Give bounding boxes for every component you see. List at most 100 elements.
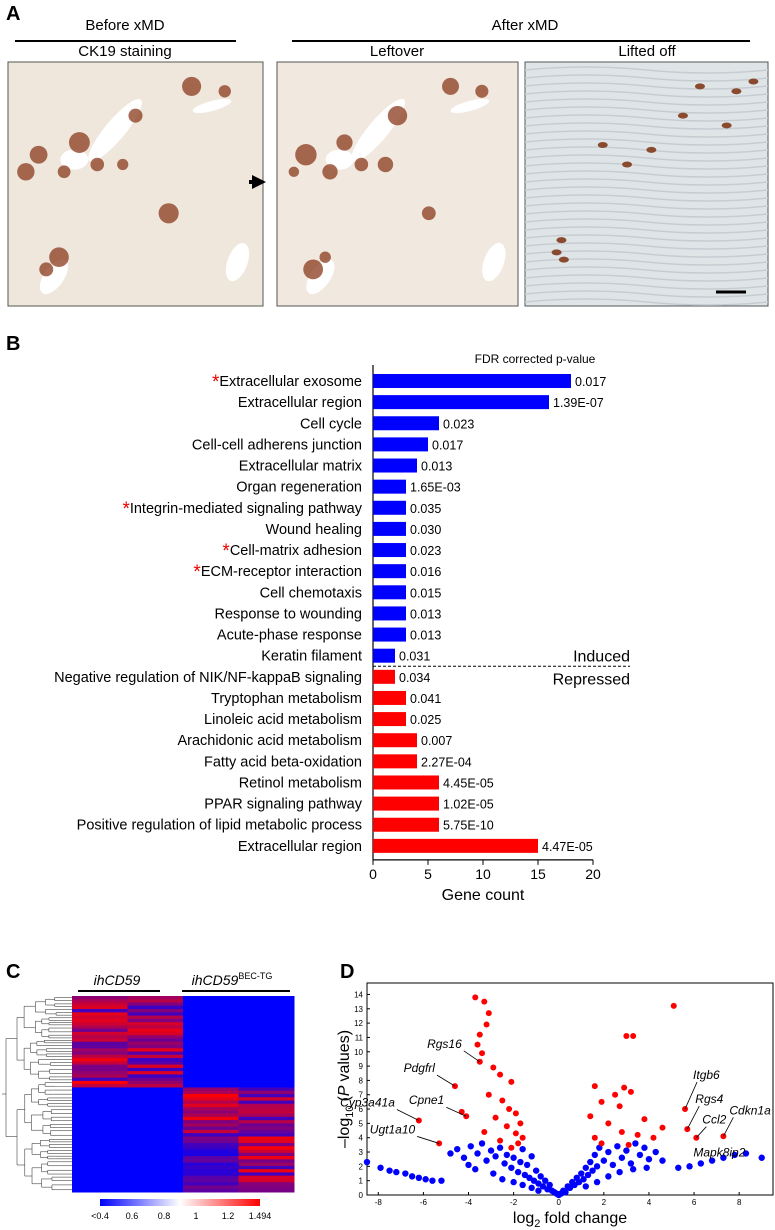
point xyxy=(496,1144,504,1151)
point xyxy=(641,1116,648,1123)
heat-cell xyxy=(238,1015,295,1020)
point xyxy=(641,1144,648,1151)
header: Before xMD xyxy=(85,17,164,34)
point xyxy=(578,1170,585,1177)
heat-cell xyxy=(72,1136,128,1141)
point xyxy=(460,1154,468,1161)
label-part: log xyxy=(513,1210,534,1227)
category-label: Extracellular region xyxy=(238,395,362,411)
point xyxy=(474,1041,481,1048)
vessel xyxy=(450,98,490,113)
heat-cell xyxy=(183,1087,239,1092)
point xyxy=(621,1084,628,1091)
x-tick-label: 0 xyxy=(556,1198,561,1207)
stain xyxy=(322,164,338,180)
category-label: Cell cycle xyxy=(300,416,362,432)
leader-line xyxy=(723,1117,734,1137)
point xyxy=(623,1033,630,1039)
heat-cell xyxy=(238,1159,295,1164)
heat-cell xyxy=(238,1094,295,1098)
texture xyxy=(524,98,769,106)
heat-cell xyxy=(238,1048,295,1053)
heat-cell xyxy=(127,1136,184,1141)
stain xyxy=(556,237,567,244)
heat-cell xyxy=(72,1071,128,1075)
category-label: Response to wounding xyxy=(214,606,362,622)
point xyxy=(514,1168,522,1176)
gene-label: Cyp3a41a xyxy=(340,1096,395,1110)
point xyxy=(593,1163,601,1170)
heat-cell xyxy=(127,1133,184,1137)
texture xyxy=(524,138,769,146)
heat-cell xyxy=(183,1080,239,1085)
point xyxy=(474,1150,481,1157)
heat-cell xyxy=(127,1028,184,1033)
bar xyxy=(373,817,439,832)
heat-cell xyxy=(238,1061,295,1066)
heat-cell xyxy=(238,1169,295,1173)
heat-cell xyxy=(238,1009,295,1013)
heat-cell xyxy=(183,1054,239,1059)
texture xyxy=(524,178,769,186)
p-value-label: 0.035 xyxy=(410,502,441,516)
point xyxy=(629,1166,637,1173)
point xyxy=(616,1168,623,1176)
heat-cell xyxy=(127,1129,184,1134)
heat-cell xyxy=(127,1005,184,1010)
heat-cell xyxy=(238,1188,295,1193)
colorbar-label: 0.8 xyxy=(158,1211,171,1221)
point xyxy=(492,1153,499,1160)
point xyxy=(591,1134,598,1141)
column-label: ihCD59BEC-TG xyxy=(192,971,273,988)
texture xyxy=(524,298,769,306)
heat-cell xyxy=(72,1074,128,1079)
heat-cell xyxy=(127,1067,184,1072)
bar xyxy=(373,416,439,431)
p-value-label: 2.27E-04 xyxy=(421,755,472,769)
point xyxy=(528,1184,535,1192)
heat-cell xyxy=(183,1045,239,1049)
category-label: PPAR signaling pathway xyxy=(204,797,362,813)
heat-cell xyxy=(183,1064,239,1069)
texture xyxy=(524,290,769,298)
heat-cell xyxy=(238,1031,295,1036)
category-label: Extracellular matrix xyxy=(239,459,363,475)
heat-cell xyxy=(127,1182,184,1186)
point xyxy=(508,1078,515,1085)
point xyxy=(600,1157,608,1164)
heat-cell xyxy=(183,1071,239,1075)
point xyxy=(481,998,488,1005)
heat-cell xyxy=(127,1018,184,1023)
bar xyxy=(373,733,417,748)
point xyxy=(510,1178,517,1186)
category-label: Fatty acid beta-oxidation xyxy=(204,754,362,770)
heat-cell xyxy=(238,1012,295,1017)
heat-cell xyxy=(127,1035,184,1039)
heat-cell xyxy=(183,1051,239,1056)
p-value-label: 0.025 xyxy=(410,713,441,727)
vessel xyxy=(225,242,250,282)
stain xyxy=(319,251,331,263)
heat-cell xyxy=(127,1077,184,1082)
heat-cell xyxy=(127,1009,184,1013)
label-superscript: BEC-TG xyxy=(238,971,272,981)
heat-cell xyxy=(127,1188,184,1193)
heat-cell xyxy=(72,1182,128,1186)
heat-cell xyxy=(72,1172,128,1177)
heat-cell xyxy=(72,1094,128,1098)
heat-cell xyxy=(72,1022,128,1026)
heat-cell xyxy=(72,1005,128,1010)
heat-cell xyxy=(127,1048,184,1053)
heat-cell xyxy=(238,1022,295,1026)
heat-cell xyxy=(238,1139,295,1144)
heat-cell xyxy=(183,1136,239,1141)
vessel xyxy=(325,149,354,170)
stain xyxy=(158,203,179,224)
point xyxy=(582,1164,589,1171)
y-tick-label: 0 xyxy=(359,1191,364,1200)
point xyxy=(519,1134,526,1141)
bar xyxy=(373,458,417,473)
texture xyxy=(524,74,769,82)
p-value-label: 0.034 xyxy=(399,671,430,685)
heat-cell xyxy=(238,1071,295,1075)
